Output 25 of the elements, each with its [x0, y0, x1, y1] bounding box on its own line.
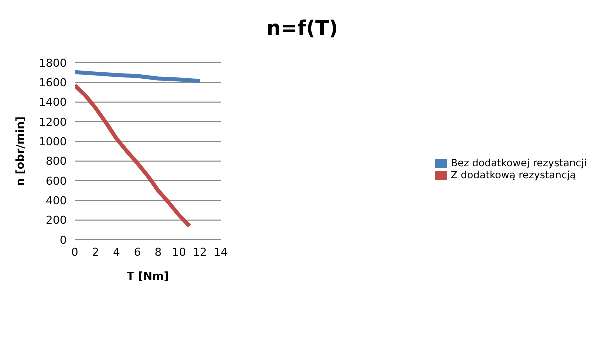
legend-label: Z dodatkową rezystancją — [450, 170, 576, 182]
x-tick-label: 14 — [214, 246, 228, 259]
y-tick-label: 1400 — [39, 96, 67, 110]
y-tick-label: 0 — [60, 234, 67, 247]
y-tick-label: 1000 — [39, 136, 67, 149]
y-tick-label: 800 — [46, 155, 67, 168]
y-tick-label: 200 — [46, 214, 67, 228]
x-tick-label: 0 — [72, 246, 78, 259]
line-series — [75, 70, 202, 84]
y-tick-label: 400 — [46, 194, 67, 208]
x-tick-label: 10 — [172, 246, 186, 259]
y-tick-label: 1200 — [39, 116, 67, 129]
legend-label: Bez dodatkowej rezystancji — [450, 158, 587, 170]
x-tick-label: 12 — [193, 246, 208, 259]
x-tick-label: 8 — [154, 246, 162, 259]
x-tick-label: 6 — [134, 246, 142, 259]
x-axis-title: T [Nm] — [126, 270, 170, 283]
y-tick-label: 1600 — [39, 76, 67, 90]
y-tick-label: 1800 — [39, 56, 67, 70]
line-series — [75, 84, 192, 228]
text: n=f(T) — [266, 16, 340, 40]
y-axis-title: n [obr/min] — [14, 116, 27, 186]
x-tick-label: 4 — [113, 246, 120, 259]
y-tick-label: 600 — [46, 174, 67, 188]
x-tick-label: 2 — [92, 246, 100, 259]
